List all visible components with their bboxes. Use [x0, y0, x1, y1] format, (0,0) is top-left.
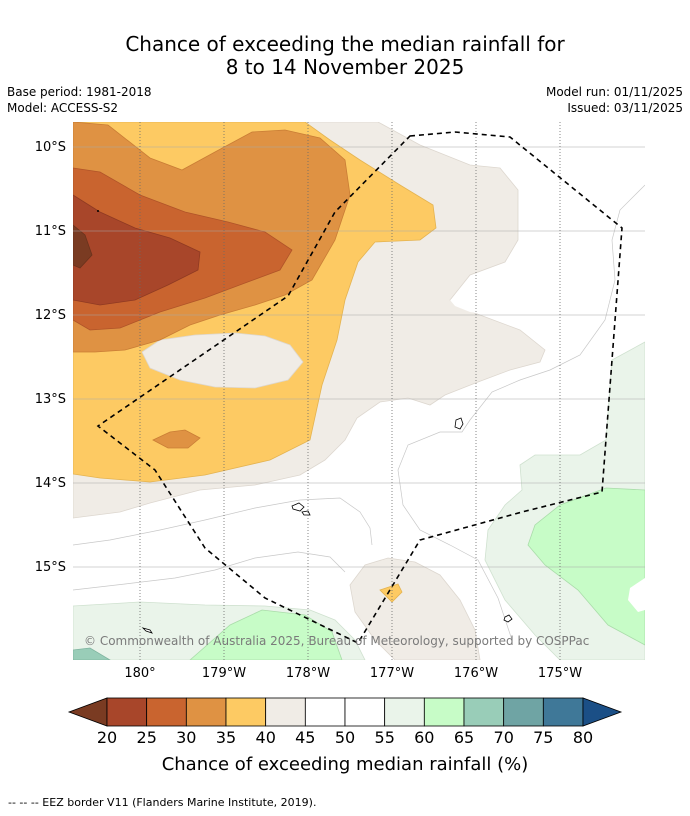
colorbar-title: Chance of exceeding median rainfall (%)	[162, 754, 529, 775]
colorbar	[67, 697, 623, 727]
colorbar-tick-75: 75	[533, 728, 553, 747]
lat-label-12s: 12°S	[35, 308, 66, 323]
contour-white-notch	[628, 578, 645, 612]
colorbar-segment	[384, 697, 425, 727]
lon-label-175w: 175°W	[538, 666, 582, 681]
colorbar-segment	[265, 697, 306, 727]
contour-20-25	[73, 194, 201, 306]
contour-70-75-southwest	[73, 647, 111, 660]
colorbar-segment	[542, 697, 584, 727]
colorbar-segment	[463, 697, 505, 727]
lon-label-177w: 177°W	[370, 666, 414, 681]
contour-45-50-south	[349, 557, 481, 660]
colorbar-tick-60: 60	[414, 728, 434, 747]
island-6	[97, 210, 99, 212]
map-title-line1: Chance of exceeding the median rainfall …	[125, 32, 565, 56]
contour-below-20	[73, 224, 93, 269]
contour-45-50-hole	[141, 332, 304, 389]
lat-label-13s: 13°S	[35, 392, 66, 407]
lon-label-180: 180°	[124, 666, 155, 681]
model-run-text: Model run: 01/11/2025	[545, 85, 683, 99]
colorbar-segment	[344, 697, 386, 727]
colorbar-tick-35: 35	[216, 728, 236, 747]
colorbar-tick-80: 80	[573, 728, 593, 747]
colorbar-tick-40: 40	[256, 728, 276, 747]
island-4	[503, 614, 513, 623]
base-period-text: Base period: 1981-2018	[7, 85, 152, 99]
eez-border-legend: -- -- -- EEZ border V11 (Flanders Marine…	[8, 796, 317, 809]
colorbar-tick-55: 55	[375, 728, 395, 747]
lon-label-178w: 178°W	[286, 666, 330, 681]
colorbar-segment	[503, 697, 544, 727]
colorbar-segment	[106, 697, 148, 727]
copyright-text: © Commonwealth of Australia 2025, Bureau…	[84, 634, 589, 648]
colorbar-tick-70: 70	[494, 728, 514, 747]
lat-label-15s: 15°S	[35, 560, 66, 575]
map-plot-area: © Commonwealth of Australia 2025, Bureau…	[73, 122, 645, 660]
colorbar-segment	[423, 697, 465, 727]
contour-line-1	[397, 184, 645, 641]
colorbar-tick-30: 30	[176, 728, 196, 747]
lon-label-179w: 179°W	[202, 666, 246, 681]
colorbar-tick-25: 25	[137, 728, 157, 747]
colorbar-tick-20: 20	[97, 728, 117, 747]
model-name-text: Model: ACCESS-S2	[7, 101, 119, 115]
colorbar-tick-labels: 20 25 30 35 40 45 50 55 60 65 70 75 80	[97, 728, 593, 747]
rainfall-map: © Commonwealth of Australia 2025, Bureau…	[35, 122, 645, 775]
lat-label-11s: 11°S	[35, 224, 66, 239]
colorbar-segment	[146, 697, 187, 727]
contour-65-70-east	[527, 487, 645, 646]
contour-65-70-southwest	[189, 609, 343, 660]
lon-label-176w: 176°W	[454, 666, 498, 681]
lat-label-14s: 14°S	[35, 476, 66, 491]
contour-line-2	[73, 497, 373, 546]
eez-border	[96, 131, 623, 645]
contour-30-35-small-patch	[152, 429, 201, 449]
colorbar-tick-50: 50	[335, 728, 355, 747]
colorbar-segment	[304, 697, 346, 727]
contour-line-3	[73, 551, 346, 591]
colorbar-segment	[225, 697, 267, 727]
colorbar-tick-45: 45	[295, 728, 315, 747]
colorbar-segment	[185, 697, 227, 727]
colorbar-extend-low	[67, 697, 108, 727]
latitude-gridlines	[73, 146, 645, 568]
lat-label-10s: 10°S	[35, 140, 66, 155]
map-title-line2: 8 to 14 November 2025	[225, 55, 465, 79]
colorbar-extend-high	[582, 697, 623, 727]
island-1	[454, 417, 464, 430]
colorbar-tick-65: 65	[454, 728, 474, 747]
island-5	[141, 627, 153, 634]
contour-white-island	[450, 290, 510, 316]
issued-date-text: Issued: 03/11/2025	[567, 101, 683, 115]
island-2	[291, 502, 305, 512]
